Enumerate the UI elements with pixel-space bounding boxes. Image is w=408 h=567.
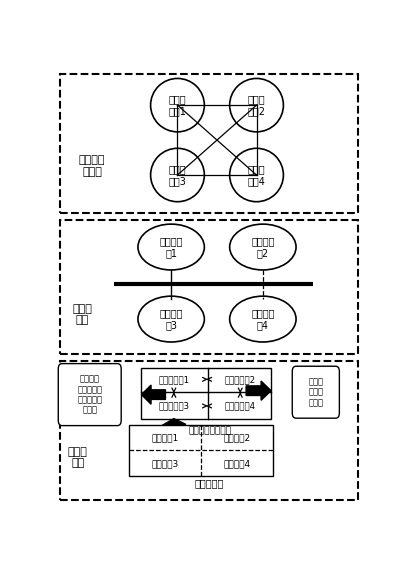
Text: 虚拟微网分区界定: 虚拟微网分区界定 xyxy=(188,427,232,436)
Text: 虚拟微网2: 虚拟微网2 xyxy=(224,433,251,442)
Text: 能源局域网1: 能源局域网1 xyxy=(158,375,189,384)
Text: 虚拟微网3: 虚拟微网3 xyxy=(152,459,179,468)
Text: 能源局域网2: 能源局域网2 xyxy=(225,375,256,384)
Ellipse shape xyxy=(151,78,204,132)
FancyBboxPatch shape xyxy=(292,366,339,418)
Text: 信息局域
网1: 信息局域 网1 xyxy=(160,236,183,258)
Bar xyxy=(129,425,273,476)
Polygon shape xyxy=(246,381,271,400)
Text: 物理交
互层: 物理交 互层 xyxy=(68,447,88,468)
Ellipse shape xyxy=(151,149,204,202)
Bar xyxy=(60,361,358,500)
Ellipse shape xyxy=(230,224,296,270)
Text: 能源局域网4: 能源局域网4 xyxy=(225,401,256,411)
Polygon shape xyxy=(142,385,166,404)
Text: 能源局域网3: 能源局域网3 xyxy=(158,401,189,411)
Text: 集成代
理商2: 集成代 理商2 xyxy=(248,94,266,116)
Text: 集成代
理商4: 集成代 理商4 xyxy=(248,164,266,186)
Text: 集成代
理商3: 集成代 理商3 xyxy=(169,164,186,186)
Ellipse shape xyxy=(138,296,204,342)
Text: 其它能
源的集
成接入: 其它能 源的集 成接入 xyxy=(308,377,323,407)
Bar xyxy=(142,368,271,418)
Ellipse shape xyxy=(230,296,296,342)
Text: 虚拟微网1: 虚拟微网1 xyxy=(152,433,179,442)
Text: 集成代
理商1: 集成代 理商1 xyxy=(169,94,186,116)
Ellipse shape xyxy=(230,78,284,132)
Text: 社会经济
交互层: 社会经济 交互层 xyxy=(79,155,105,177)
Ellipse shape xyxy=(138,224,204,270)
Ellipse shape xyxy=(230,149,284,202)
Bar xyxy=(60,74,358,213)
Text: 信息局域
网3: 信息局域 网3 xyxy=(160,308,183,330)
Polygon shape xyxy=(162,418,186,431)
Text: 信息交
互层: 信息交 互层 xyxy=(73,304,93,325)
Text: 信息局域
网2: 信息局域 网2 xyxy=(251,236,275,258)
Bar xyxy=(60,219,358,354)
Text: 信息局域
网4: 信息局域 网4 xyxy=(251,308,275,330)
Text: 传统配电网: 传统配电网 xyxy=(195,478,224,488)
FancyBboxPatch shape xyxy=(58,363,121,426)
Text: 虚拟微网4: 虚拟微网4 xyxy=(224,459,251,468)
Text: 分布式发
电、储能及
控制设施优
化部署: 分布式发 电、储能及 控制设施优 化部署 xyxy=(77,375,102,414)
